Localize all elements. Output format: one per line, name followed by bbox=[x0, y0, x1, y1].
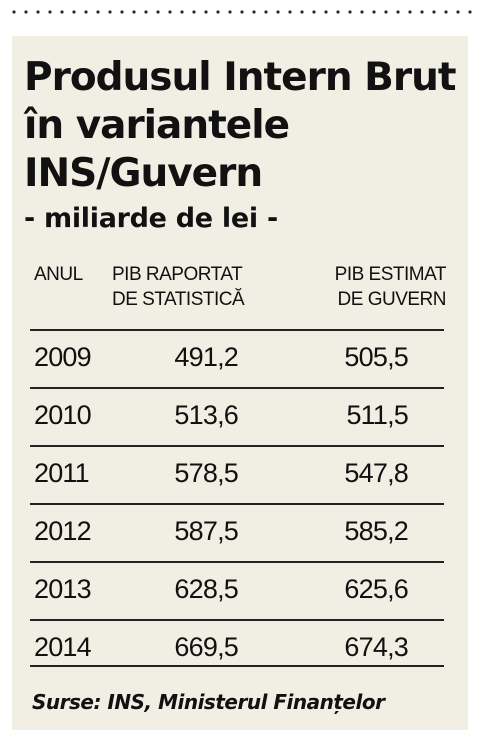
year-cell: 2012 bbox=[34, 516, 92, 546]
table-panel bbox=[12, 36, 468, 730]
column-header-gov-line1: PIB ESTIMAT bbox=[334, 264, 447, 285]
gov-value-cell: 625,6 bbox=[344, 574, 408, 604]
gov-value-cell: 505,5 bbox=[344, 342, 408, 372]
table-row: 2014 669,5 674,3 bbox=[30, 619, 444, 677]
year-cell: 2011 bbox=[34, 458, 90, 488]
table-row: 2009 491,2 505,5 bbox=[30, 329, 444, 387]
gov-value-cell: 511,5 bbox=[346, 400, 408, 430]
year-cell: 2009 bbox=[34, 342, 92, 372]
column-header-ins: PIB RAPORTAT DE STATISTICĂ bbox=[112, 262, 272, 312]
column-header-gov-line2: DE GUVERN bbox=[337, 289, 447, 310]
gov-value-cell: 585,2 bbox=[344, 516, 408, 546]
column-header-ins-line2: DE STATISTICĂ bbox=[112, 289, 245, 310]
ins-value-cell: 587,5 bbox=[174, 516, 238, 546]
dotted-rule bbox=[8, 10, 474, 14]
table-bottom-rule bbox=[30, 665, 444, 667]
column-header-year-label: ANUL bbox=[34, 264, 83, 285]
table-row: 2012 587,5 585,2 bbox=[30, 503, 444, 561]
year-cell: 2014 bbox=[34, 632, 92, 662]
table-body: 2009 491,2 505,5 2010 513,6 511,5 2011 5… bbox=[30, 329, 444, 677]
ins-value-cell: 513,6 bbox=[174, 400, 238, 430]
column-header-ins-line1: PIB RAPORTAT bbox=[112, 264, 243, 285]
source-note: Surse: INS, Ministerul Finanțelor bbox=[32, 690, 385, 714]
gov-value-cell: 547,8 bbox=[344, 458, 408, 488]
table-row: 2013 628,5 625,6 bbox=[30, 561, 444, 619]
ins-value-cell: 491,2 bbox=[174, 342, 238, 372]
year-cell: 2010 bbox=[34, 400, 92, 430]
column-header-gov: PIB ESTIMAT DE GUVERN bbox=[302, 262, 447, 312]
gov-value-cell: 674,3 bbox=[344, 632, 408, 662]
chart-title: Produsul Intern Brut în variantele INS/G… bbox=[24, 55, 457, 196]
column-header-year: ANUL bbox=[34, 262, 83, 287]
table-row: 2011 578,5 547,8 bbox=[30, 445, 444, 503]
year-cell: 2013 bbox=[34, 574, 92, 604]
ins-value-cell: 669,5 bbox=[174, 632, 238, 662]
ins-value-cell: 628,5 bbox=[174, 574, 238, 604]
chart-subtitle: - miliarde de lei - bbox=[24, 203, 278, 234]
table-row: 2010 513,6 511,5 bbox=[30, 387, 444, 445]
ins-value-cell: 578,5 bbox=[174, 458, 238, 488]
